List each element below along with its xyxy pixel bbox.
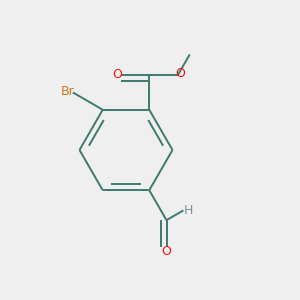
Text: O: O	[161, 245, 171, 258]
Text: O: O	[175, 67, 185, 80]
Text: Br: Br	[61, 85, 74, 98]
Text: H: H	[184, 204, 193, 217]
Text: O: O	[112, 68, 122, 81]
